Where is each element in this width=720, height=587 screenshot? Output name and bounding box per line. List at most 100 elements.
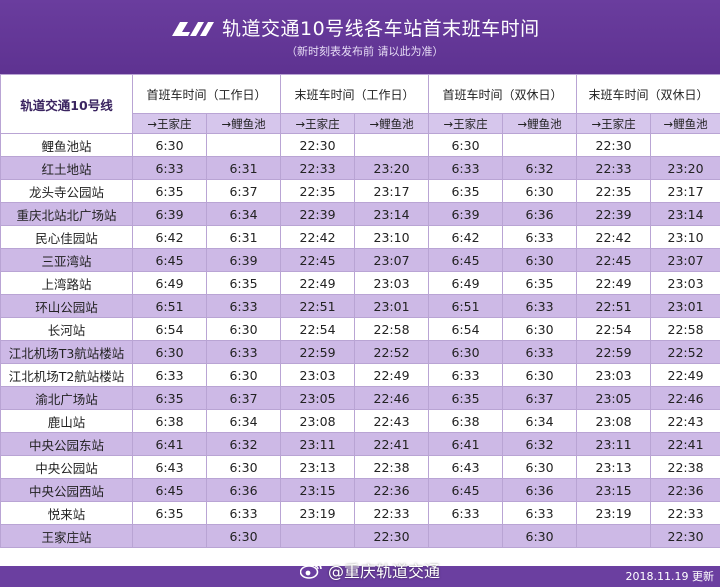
time-cell: 6:33 (502, 294, 578, 318)
time-cell: 23:20 (650, 156, 720, 180)
time-cell (650, 133, 720, 157)
time-cell: 22:33 (650, 501, 720, 525)
time-cell: 6:41 (428, 432, 504, 456)
time-cell: 6:30 (502, 248, 578, 272)
time-cell: 6:37 (205, 179, 282, 203)
time-cell (576, 524, 652, 548)
time-cell: 6:33 (428, 156, 504, 180)
time-cell: 6:30 (132, 340, 207, 364)
time-cell: 23:10 (354, 225, 430, 249)
time-cell: 6:49 (428, 271, 504, 295)
table-row: 中央公园西站 6:45 6:36 23:15 22:36 6:45 6:36 23:15 22:… (0, 478, 720, 502)
time-cell: 22:30 (576, 133, 652, 157)
time-cell: 22:39 (280, 202, 356, 226)
group-header: 末班车时间（工作日） (280, 74, 430, 114)
station-name: 江北机场T3航站楼站 (0, 340, 133, 364)
time-cell: 6:31 (205, 156, 282, 180)
time-cell: 6:33 (132, 156, 207, 180)
time-cell: 22:42 (280, 225, 356, 249)
time-cell: 22:35 (576, 179, 652, 203)
time-cell: 22:49 (354, 363, 430, 387)
page-title: 轨道交通10号线各车站首末班车时间 (222, 18, 540, 40)
table-row: 中央公园东站 6:41 6:32 23:11 22:41 6:41 6:32 23:11 22:… (0, 432, 720, 456)
time-cell: 22:30 (354, 524, 430, 548)
station-name: 鹿山站 (0, 409, 133, 433)
time-cell: 6:30 (502, 179, 578, 203)
time-cell: 6:36 (205, 478, 282, 502)
time-cell: 22:51 (576, 294, 652, 318)
time-cell: 23:20 (354, 156, 430, 180)
time-cell: 22:43 (650, 409, 720, 433)
time-cell: 6:45 (428, 248, 504, 272)
time-cell: 6:32 (502, 432, 578, 456)
time-cell: 6:35 (132, 179, 207, 203)
station-name: 渝北广场站 (0, 386, 133, 410)
table-row: 悦来站 6:35 6:33 23:19 22:33 6:33 6:33 23:19 22:33 (0, 501, 720, 525)
time-cell: 22:58 (650, 317, 720, 341)
time-cell: 6:42 (428, 225, 504, 249)
schedule-body: 鲤鱼池站 6:30 22:30 6:30 22:30 红土地站 6:33 6:31 22:33 2… (0, 133, 720, 548)
table-row: 渝北广场站 6:35 6:37 23:05 22:46 6:35 6:37 23:05 22:4… (0, 386, 720, 410)
time-cell: 6:30 (502, 363, 578, 387)
time-cell: 23:05 (576, 386, 652, 410)
time-cell: 6:33 (205, 340, 282, 364)
schedule-table-container: 轨道交通10号线 首班车时间（工作日） 末班车时间（工作日） 首班车时间（双休日… (0, 74, 720, 566)
time-cell: 22:59 (576, 340, 652, 364)
time-cell: 6:35 (502, 271, 578, 295)
time-cell: 23:13 (280, 455, 356, 479)
time-cell: 23:03 (280, 363, 356, 387)
station-name: 长河站 (0, 317, 133, 341)
time-cell: 22:54 (280, 317, 356, 341)
time-cell: 6:30 (502, 317, 578, 341)
group-header: 首班车时间（工作日） (131, 74, 282, 114)
time-cell: 6:33 (502, 501, 578, 525)
time-cell: 6:36 (502, 478, 578, 502)
time-cell: 6:38 (132, 409, 207, 433)
station-name: 上湾路站 (0, 271, 133, 295)
weibo-icon (300, 562, 322, 579)
time-cell: 6:51 (132, 294, 207, 318)
station-name: 悦来站 (0, 501, 133, 525)
time-cell: 23:11 (280, 432, 356, 456)
time-cell: 6:45 (132, 478, 207, 502)
direction-header: →王家庄 (280, 113, 356, 134)
time-cell: 6:32 (502, 156, 578, 180)
time-cell: 6:54 (428, 317, 504, 341)
time-cell: 6:30 (132, 133, 207, 157)
time-cell (502, 133, 578, 157)
table-row: 民心佳园站 6:42 6:31 22:42 23:10 6:42 6:33 22:42 23:1… (0, 225, 720, 249)
direction-header: →王家庄 (132, 113, 207, 134)
time-cell: 23:11 (576, 432, 652, 456)
time-cell: 23:03 (354, 271, 430, 295)
time-cell: 22:42 (576, 225, 652, 249)
table-row: 龙头寺公园站 6:35 6:37 22:35 23:17 6:35 6:30 22:35 23:… (0, 179, 720, 203)
time-cell (280, 524, 356, 548)
station-name: 红土地站 (0, 156, 133, 180)
time-cell: 23:01 (650, 294, 720, 318)
time-cell: 6:37 (502, 386, 578, 410)
direction-header: →王家庄 (428, 113, 504, 134)
time-cell: 6:33 (502, 225, 578, 249)
time-cell: 6:35 (132, 386, 207, 410)
time-cell: 22:52 (354, 340, 430, 364)
time-cell: 23:03 (650, 271, 720, 295)
time-cell: 6:35 (428, 179, 504, 203)
time-cell: 23:03 (576, 363, 652, 387)
time-cell: 6:49 (132, 271, 207, 295)
direction-header: →鲤鱼池 (205, 113, 282, 134)
time-cell: 22:33 (576, 156, 652, 180)
time-cell (354, 133, 430, 157)
table-row: 鲤鱼池站 6:30 22:30 6:30 22:30 (0, 133, 720, 157)
time-cell: 23:17 (650, 179, 720, 203)
table-row: 红土地站 6:33 6:31 22:33 23:20 6:33 6:32 22:33 23:20 (0, 156, 720, 180)
time-cell: 6:30 (428, 340, 504, 364)
time-cell: 23:07 (650, 248, 720, 272)
station-name: 王家庄站 (0, 524, 133, 548)
time-cell: 23:08 (576, 409, 652, 433)
time-cell: 6:30 (205, 317, 282, 341)
station-name: 三亚湾站 (0, 248, 133, 272)
time-cell: 22:36 (650, 478, 720, 502)
direction-header: →鲤鱼池 (502, 113, 578, 134)
table-row: 鹿山站 6:38 6:34 23:08 22:43 6:38 6:34 23:08 22:43 (0, 409, 720, 433)
station-name: 环山公园站 (0, 294, 133, 318)
